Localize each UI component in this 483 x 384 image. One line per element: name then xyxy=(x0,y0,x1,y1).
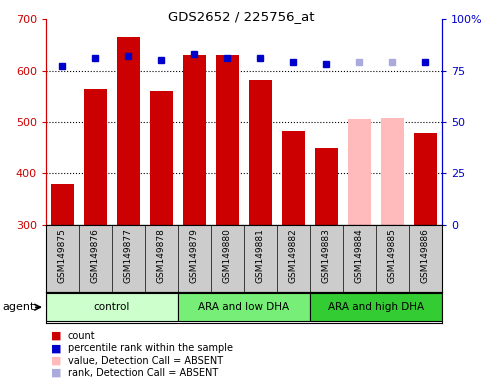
Text: ARA and high DHA: ARA and high DHA xyxy=(328,302,424,312)
Text: GDS2652 / 225756_at: GDS2652 / 225756_at xyxy=(168,10,315,23)
Text: GSM149879: GSM149879 xyxy=(190,228,199,283)
Text: value, Detection Call = ABSENT: value, Detection Call = ABSENT xyxy=(68,356,223,366)
Text: GSM149878: GSM149878 xyxy=(157,228,166,283)
Text: GSM149886: GSM149886 xyxy=(421,228,430,283)
Bar xyxy=(282,131,305,225)
Bar xyxy=(348,119,371,225)
Text: GSM149881: GSM149881 xyxy=(256,228,265,283)
Text: agent: agent xyxy=(2,302,35,312)
Text: percentile rank within the sample: percentile rank within the sample xyxy=(68,343,233,353)
Text: ARA and low DHA: ARA and low DHA xyxy=(199,302,289,312)
Text: ■: ■ xyxy=(51,356,61,366)
Bar xyxy=(51,184,74,225)
Text: GSM149884: GSM149884 xyxy=(355,228,364,283)
Bar xyxy=(84,89,107,225)
Text: GSM149885: GSM149885 xyxy=(388,228,397,283)
Bar xyxy=(178,293,310,321)
Text: GSM149880: GSM149880 xyxy=(223,228,232,283)
Bar xyxy=(117,37,140,225)
Bar xyxy=(310,293,442,321)
Text: GSM149877: GSM149877 xyxy=(124,228,133,283)
Text: ■: ■ xyxy=(51,343,61,353)
Bar xyxy=(46,293,178,321)
Text: GSM149882: GSM149882 xyxy=(289,228,298,283)
Text: ■: ■ xyxy=(51,331,61,341)
Text: ■: ■ xyxy=(51,368,61,378)
Bar xyxy=(216,55,239,225)
Text: control: control xyxy=(94,302,130,312)
Text: GSM149875: GSM149875 xyxy=(58,228,67,283)
Text: count: count xyxy=(68,331,95,341)
Text: GSM149876: GSM149876 xyxy=(91,228,100,283)
Bar xyxy=(414,133,437,225)
Text: GSM149883: GSM149883 xyxy=(322,228,331,283)
Bar xyxy=(381,118,404,225)
Bar xyxy=(150,91,173,225)
Text: rank, Detection Call = ABSENT: rank, Detection Call = ABSENT xyxy=(68,368,218,378)
Bar xyxy=(249,80,272,225)
Bar xyxy=(183,55,206,225)
Bar xyxy=(315,147,338,225)
